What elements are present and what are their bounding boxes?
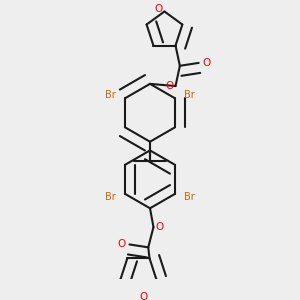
Text: O: O: [118, 239, 126, 250]
Text: O: O: [154, 4, 163, 14]
Text: Br: Br: [184, 192, 195, 202]
Text: O: O: [140, 292, 148, 300]
Text: O: O: [202, 58, 211, 68]
Text: Br: Br: [105, 192, 116, 202]
Text: O: O: [156, 222, 164, 232]
Text: Br: Br: [184, 90, 195, 100]
Text: Br: Br: [105, 90, 116, 100]
Text: O: O: [165, 81, 173, 91]
